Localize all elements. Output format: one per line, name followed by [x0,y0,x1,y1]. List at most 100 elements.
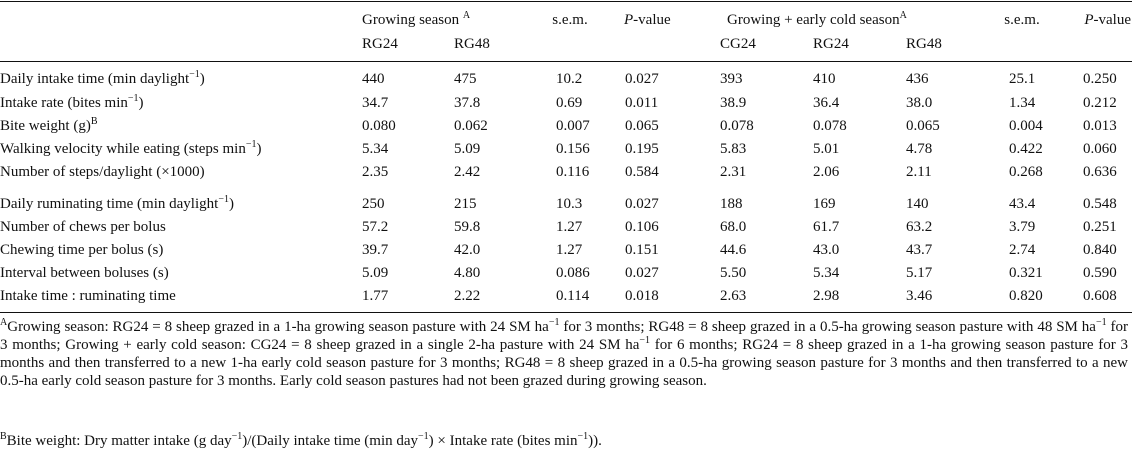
cell-cg24-early: 5.50 [720,265,747,281]
cell-sem-growing: 0.156 [556,141,590,157]
row-label: Walking velocity while eating (steps min… [0,139,262,158]
cell-rg24-early: 2.98 [813,288,840,304]
cell-rg48-growing: 42.0 [454,242,481,258]
cell-rg24-early: 410 [813,71,836,87]
cell-rg24-early: 36.4 [813,95,840,111]
cell-p-growing: 0.027 [625,71,659,87]
cell-p-growing: 0.151 [625,242,659,258]
cell-p-early: 0.060 [1083,141,1117,157]
header-sub-rg24-b: RG24 [813,36,849,52]
row-label: Intake rate (bites min−1) [0,93,144,112]
row-label: Daily ruminating time (min daylight−1) [0,194,234,213]
cell-rg24-growing: 34.7 [362,95,389,111]
cell-sem-growing: 10.2 [556,71,583,87]
cell-rg24-early: 169 [813,196,836,212]
header-p-value-1: P-value [624,12,671,28]
cell-rg48-growing: 0.062 [454,118,488,134]
cell-p-growing: 0.584 [625,164,659,180]
cell-rg48-early: 140 [906,196,929,212]
cell-rg48-growing: 215 [454,196,477,212]
header-growing-season: Growing season A [362,10,471,29]
cell-rg48-growing: 475 [454,71,477,87]
cell-cg24-early: 0.078 [720,118,754,134]
cell-rg48-early: 38.0 [906,95,933,111]
cell-sem-early: 1.34 [1009,95,1036,111]
cell-rg24-growing: 1.77 [362,288,389,304]
cell-rg24-growing: 2.35 [362,164,389,180]
cell-rg24-early: 61.7 [813,219,840,235]
cell-p-early: 0.013 [1083,118,1117,134]
cell-rg48-growing: 4.80 [454,265,481,281]
row-label: Number of steps/daylight (×1000) [0,164,205,180]
cell-p-early: 0.608 [1083,288,1117,304]
header-sub-rg24-a: RG24 [362,36,398,52]
cell-sem-early: 0.820 [1009,288,1043,304]
cell-rg48-early: 4.78 [906,141,933,157]
cell-rg24-growing: 250 [362,196,385,212]
table-top-rule [0,1,1132,2]
cell-rg48-early: 5.17 [906,265,933,281]
cell-rg24-early: 0.078 [813,118,847,134]
cell-rg24-early: 5.34 [813,265,840,281]
cell-rg48-early: 3.46 [906,288,933,304]
header-sub-rg48-a: RG48 [454,36,490,52]
cell-sem-growing: 0.116 [556,164,590,180]
cell-sem-growing: 1.27 [556,242,583,258]
header-sem-2: s.e.m. [1004,12,1040,28]
cell-sem-early: 43.4 [1009,196,1036,212]
cell-rg48-growing: 2.22 [454,288,481,304]
cell-rg24-growing: 5.34 [362,141,389,157]
footnote-a: AGrowing season: RG24 = 8 sheep grazed i… [0,317,1128,390]
cell-sem-early: 3.79 [1009,219,1036,235]
header-p-value-2: P-value [1084,12,1131,28]
cell-cg24-early: 2.31 [720,164,747,180]
row-label: Interval between boluses (s) [0,265,169,281]
cell-rg24-growing: 440 [362,71,385,87]
cell-p-growing: 0.106 [625,219,659,235]
cell-p-growing: 0.027 [625,265,659,281]
cell-cg24-early: 2.63 [720,288,747,304]
cell-p-growing: 0.065 [625,118,659,134]
cell-sem-growing: 0.69 [556,95,583,111]
cell-rg48-early: 436 [906,71,929,87]
cell-p-early: 0.590 [1083,265,1117,281]
cell-cg24-early: 188 [720,196,743,212]
cell-sem-growing: 10.3 [556,196,583,212]
cell-sem-growing: 1.27 [556,219,583,235]
cell-p-growing: 0.018 [625,288,659,304]
cell-sem-early: 0.268 [1009,164,1043,180]
cell-p-early: 0.548 [1083,196,1117,212]
cell-rg24-growing: 5.09 [362,265,389,281]
cell-rg24-growing: 39.7 [362,242,389,258]
row-label: Intake time : ruminating time [0,288,176,304]
cell-rg24-growing: 57.2 [362,219,389,235]
header-growing-early-cold: Growing + early cold seasonA [727,10,907,29]
cell-sem-growing: 0.007 [556,118,590,134]
header-sem-1: s.e.m. [552,12,588,28]
cell-cg24-early: 68.0 [720,219,747,235]
cell-cg24-early: 5.83 [720,141,747,157]
cell-p-early: 0.840 [1083,242,1117,258]
cell-sem-early: 25.1 [1009,71,1036,87]
cell-rg48-early: 63.2 [906,219,933,235]
row-label: Bite weight (g)B [0,116,98,135]
cell-sem-growing: 0.114 [556,288,590,304]
cell-sem-early: 2.74 [1009,242,1036,258]
cell-sem-early: 0.004 [1009,118,1043,134]
cell-rg48-growing: 59.8 [454,219,481,235]
cell-sem-early: 0.422 [1009,141,1043,157]
cell-p-early: 0.251 [1083,219,1117,235]
cell-p-growing: 0.195 [625,141,659,157]
cell-cg24-early: 44.6 [720,242,747,258]
cell-rg24-early: 5.01 [813,141,840,157]
cell-rg24-growing: 0.080 [362,118,396,134]
cell-sem-early: 0.321 [1009,265,1043,281]
cell-p-growing: 0.011 [625,95,659,111]
cell-rg48-growing: 5.09 [454,141,481,157]
header-sub-cg24: CG24 [720,36,756,52]
cell-rg48-early: 43.7 [906,242,933,258]
cell-p-growing: 0.027 [625,196,659,212]
cell-rg48-early: 2.11 [906,164,932,180]
cell-p-early: 0.250 [1083,71,1117,87]
cell-rg24-early: 2.06 [813,164,840,180]
